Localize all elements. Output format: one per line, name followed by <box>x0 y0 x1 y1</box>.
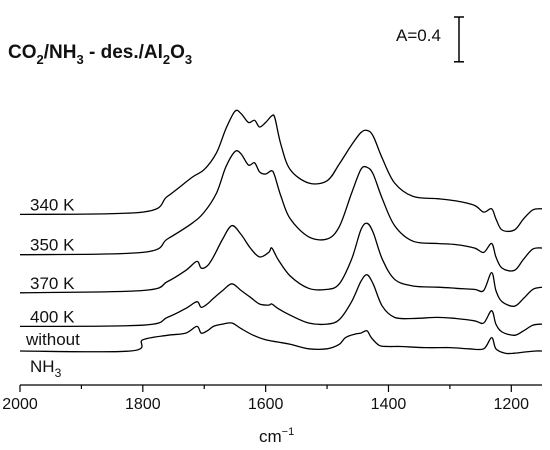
series-label-without-line1: without <box>25 330 80 349</box>
x-tick-label: 1200 <box>493 396 529 413</box>
series-labels: 340 K 350 K 370 K 400 K <box>30 195 75 326</box>
series-line-0 <box>19 109 543 233</box>
spectra-series <box>19 109 543 355</box>
series-label-3: 400 K <box>30 307 75 326</box>
chart-title: CO2/NH3 - des./Al2O3 <box>8 42 192 67</box>
scale-bar: A=0.4 <box>396 16 464 63</box>
x-tick-label: 1400 <box>371 396 407 413</box>
x-tick-label: 1800 <box>125 396 161 413</box>
x-tick-label: 1600 <box>248 396 284 413</box>
series-label-0: 340 K <box>30 195 75 214</box>
x-axis: 2000 1800 1600 1400 1200 <box>2 384 542 413</box>
series-line-2 <box>19 222 543 307</box>
x-tick-label: 2000 <box>2 396 38 413</box>
series-label-1: 350 K <box>30 236 75 255</box>
series-label-without-line2: NH3 <box>30 357 62 380</box>
series-line-3 <box>19 274 543 336</box>
series-line-1 <box>19 150 543 272</box>
series-line-4 <box>19 322 543 355</box>
x-axis-label: cm−1 <box>259 426 294 446</box>
scale-bar-label: A=0.4 <box>396 26 441 45</box>
series-label-2: 370 K <box>30 274 75 293</box>
